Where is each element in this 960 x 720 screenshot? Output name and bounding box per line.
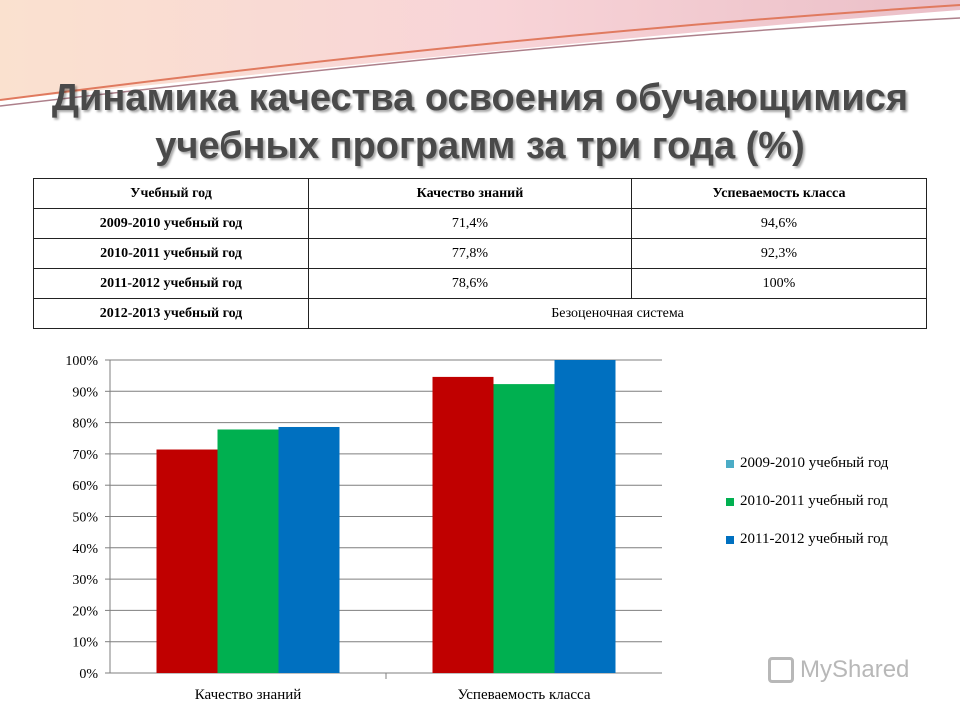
x-tick-label: Качество знаний bbox=[195, 687, 302, 703]
cell-progress: 100% bbox=[631, 268, 927, 299]
bar bbox=[156, 449, 218, 673]
cell-progress: 94,6% bbox=[631, 208, 927, 239]
legend-item: 2011-2012 учебный год bbox=[726, 531, 888, 569]
y-tick-label: 20% bbox=[72, 604, 98, 619]
y-tick-label: 10% bbox=[72, 636, 98, 651]
cell-quality: 78,6% bbox=[308, 268, 632, 299]
watermark: MyShared bbox=[768, 656, 909, 684]
y-tick-label: 70% bbox=[72, 448, 98, 463]
header-year: Учебный год bbox=[33, 178, 309, 209]
x-tick-label: Успеваемость класса bbox=[457, 687, 590, 703]
header-swoosh-decoration bbox=[0, 0, 960, 107]
cell-merged: Безоценочная система bbox=[308, 298, 927, 329]
chart-legend: 2009-2010 учебный год 2010-2011 учебный … bbox=[726, 455, 888, 569]
watermark-text: MyShared bbox=[800, 656, 910, 683]
legend-label: 2011-2012 учебный год bbox=[740, 531, 888, 547]
bar bbox=[493, 384, 555, 673]
bar bbox=[554, 360, 616, 673]
y-tick-label: 30% bbox=[72, 573, 98, 588]
y-tick-label: 100% bbox=[65, 354, 98, 369]
table-row: 2011-2012 учебный год 78,6% 100% bbox=[33, 268, 927, 299]
y-tick-label: 40% bbox=[72, 542, 98, 557]
table-header-row: Учебный год Качество знаний Успеваемость… bbox=[33, 178, 927, 209]
legend-label: 2010-2011 учебный год bbox=[740, 493, 888, 509]
cell-quality: 71,4% bbox=[308, 208, 632, 239]
cell-quality: 77,8% bbox=[308, 238, 632, 269]
legend-item: 2009-2010 учебный год bbox=[726, 455, 888, 493]
cell-year: 2010-2011 учебный год bbox=[33, 238, 309, 269]
table-row: 2010-2011 учебный год 77,8% 92,3% bbox=[33, 238, 927, 269]
legend-swatch-icon bbox=[726, 536, 734, 544]
y-tick-label: 60% bbox=[72, 479, 98, 494]
cell-year: 2012-2013 учебный год bbox=[33, 298, 309, 329]
bar bbox=[432, 376, 494, 673]
cell-year: 2009-2010 учебный год bbox=[33, 208, 309, 239]
legend-swatch-icon bbox=[726, 498, 734, 506]
bar-chart: 0% 10% 20% 30% 40% 50% 60% 70% 80% 90% 100% Качеств… bbox=[65, 354, 662, 703]
y-tick-label: 80% bbox=[72, 417, 98, 432]
header-quality: Качество знаний bbox=[308, 178, 632, 209]
legend-swatch-icon bbox=[726, 460, 734, 468]
bar bbox=[217, 429, 279, 673]
watermark-logo-icon bbox=[768, 657, 794, 683]
results-table: Учебный год Качество знаний Успеваемость… bbox=[33, 178, 927, 329]
cell-progress: 92,3% bbox=[631, 238, 927, 269]
table-row: 2009-2010 учебный год 71,4% 94,6% bbox=[33, 208, 927, 239]
legend-item: 2010-2011 учебный год bbox=[726, 493, 888, 531]
legend-label: 2009-2010 учебный год bbox=[740, 455, 889, 471]
y-tick-label: 50% bbox=[72, 511, 98, 526]
y-tick-label: 90% bbox=[72, 385, 98, 400]
page-title-line-1: Динамика качества освоения обучающимися bbox=[51, 77, 909, 119]
y-tick-label: 0% bbox=[79, 667, 98, 682]
table-row: 2012-2013 учебный год Безоценочная систе… bbox=[33, 298, 927, 329]
bar bbox=[278, 426, 340, 673]
cell-year: 2011-2012 учебный год bbox=[33, 268, 309, 299]
page-title: Динамика качества освоения обучающимися … bbox=[0, 74, 960, 170]
page-title-line-2: учебных программ за три года (%) bbox=[155, 125, 805, 167]
header-progress: Успеваемость класса bbox=[631, 178, 927, 209]
